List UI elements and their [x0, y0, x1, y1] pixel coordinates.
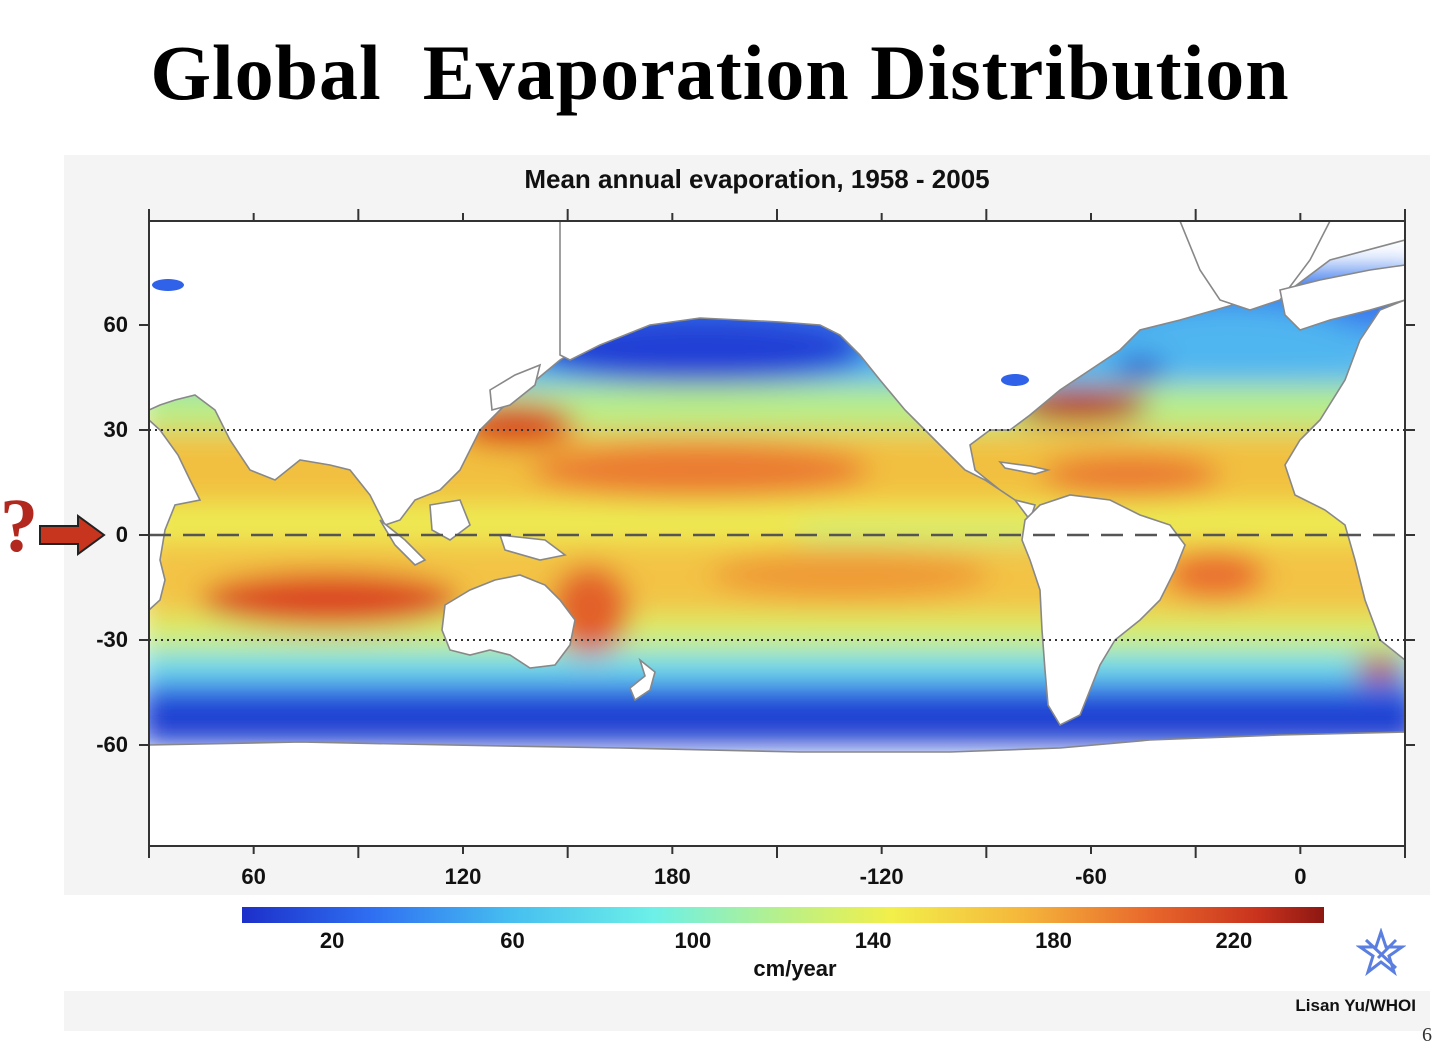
land-greenland: [1179, 221, 1331, 311]
land-new-guinea: [498, 534, 567, 561]
y-tick-label: 60: [103, 312, 128, 337]
colorbar-tick-label: 220: [1215, 928, 1253, 953]
y-tick-label: -30: [96, 627, 128, 652]
colorbar-tick-label: 100: [674, 928, 712, 953]
land-europe: [1279, 264, 1405, 331]
x-tick-label: 60: [241, 864, 266, 889]
land-south-america: [1021, 494, 1186, 727]
land-antarctica: [149, 731, 1405, 846]
y-tick-label: 30: [103, 417, 128, 442]
axis-ticks: [139, 209, 1415, 858]
colorbar-tick-label: 140: [854, 928, 892, 953]
colorbar-tick-label: 20: [319, 928, 345, 953]
question-mark: ?: [0, 484, 38, 568]
land-cuba: [998, 460, 1052, 475]
x-tick-label: -120: [859, 864, 904, 889]
colorbar-tick-label: 180: [1035, 928, 1072, 953]
x-tick-label: 180: [653, 864, 691, 889]
reference-lines: [149, 429, 1405, 641]
right-arrow-icon: [39, 514, 106, 556]
land-borneo: [429, 499, 471, 541]
land-masses: [149, 221, 1405, 846]
land-australia: [441, 574, 576, 669]
page-number: 6: [1422, 1024, 1432, 1046]
colorbar-tick-label: 60: [500, 928, 525, 953]
lakes: [152, 279, 1029, 386]
credit-panel: [64, 991, 1430, 1031]
y-tick-label: -60: [96, 732, 128, 757]
land-africa-west: [1284, 299, 1405, 662]
slide-title: Global Evaporation Distribution: [150, 29, 1290, 116]
land-japan: [489, 363, 542, 412]
credit-label: Lisan Yu/WHOI: [1295, 996, 1416, 1015]
land-africa: [149, 418, 202, 612]
colorbar: [242, 907, 1324, 923]
star-logo-icon: [1356, 928, 1406, 977]
land-new-zealand: [629, 657, 656, 702]
colorbar-unit-label: cm/year: [753, 956, 837, 981]
land-sumatra: [379, 519, 427, 566]
x-tick-label: 0: [1294, 864, 1307, 889]
map-title: Mean annual evaporation, 1958 - 2005: [524, 164, 990, 194]
x-tick-label: -60: [1075, 864, 1107, 889]
x-tick-label: 120: [444, 864, 482, 889]
y-tick-label: 0: [115, 522, 128, 547]
